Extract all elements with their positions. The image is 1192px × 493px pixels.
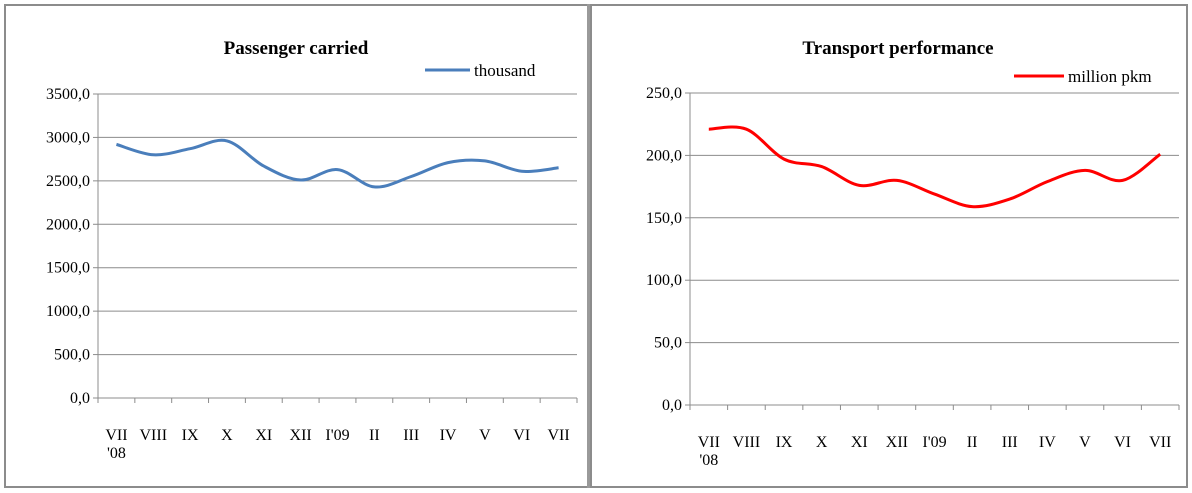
x-tick-label: XI [255, 427, 272, 444]
x-tick-label: XII [290, 427, 312, 444]
x-tick-label: I'09 [325, 427, 349, 444]
x-tick-label: VII [105, 427, 127, 444]
y-tick-label: 0,0 [662, 397, 682, 414]
x-tick-label: XI [851, 434, 868, 451]
x-tick-label: I'09 [922, 434, 946, 451]
chart-title-passengers: Passenger carried [224, 38, 369, 59]
x-tick-label: X [221, 427, 233, 444]
legend-label-passengers: thousand [474, 61, 536, 80]
chart-title-performance: Transport performance [802, 38, 993, 59]
y-tick-label: 3500,0 [46, 86, 90, 103]
plot-area-passengers: 0,0 500,0 1000,0 1500,0 2000,0 2500,0 3000,0 35… [46, 86, 578, 462]
y-tick-label: 0,0 [70, 390, 90, 407]
x-tick-label: IV [440, 427, 457, 444]
x-tick-label: III [403, 427, 419, 444]
x-tick-label: V [479, 427, 491, 444]
x-tick-label: II [369, 427, 380, 444]
x-tick-label: VIII [139, 427, 167, 444]
x-tick-label: IX [776, 434, 793, 451]
panel-divider [587, 4, 591, 488]
y-tick-label: 1000,0 [46, 303, 90, 320]
y-tick-label: 150,0 [646, 210, 682, 227]
x-tick-label: VII [698, 434, 720, 451]
x-tick-label: VIII [733, 434, 761, 451]
x-tick-sublabel: '08 [699, 452, 718, 469]
series-line [708, 125, 1162, 209]
chart-panel-passengers [4, 4, 588, 488]
y-tick-label: 3000,0 [46, 129, 90, 146]
y-tick-label: 2500,0 [46, 173, 90, 190]
x-tick-label: V [1079, 434, 1091, 451]
x-tick-label: X [816, 434, 828, 451]
x-tick-label: XII [886, 434, 908, 451]
y-tick-label: 1500,0 [46, 260, 90, 277]
x-tick-label: VII [547, 427, 569, 444]
x-tick-sublabel: '08 [107, 445, 126, 462]
y-tick-label: 500,0 [54, 347, 90, 364]
x-tick-label: VI [1114, 434, 1131, 451]
y-tick-label: 2000,0 [46, 216, 90, 233]
x-tick-label: VII [1149, 434, 1171, 451]
y-tick-label: 250,0 [646, 85, 682, 102]
x-tick-label: III [1002, 434, 1018, 451]
x-tick-label: IX [182, 427, 199, 444]
series-line [115, 138, 559, 189]
y-tick-label: 50,0 [654, 335, 682, 352]
x-tick-label: II [967, 434, 978, 451]
legend-label-performance: million pkm [1068, 67, 1152, 86]
y-tick-label: 100,0 [646, 272, 682, 289]
x-tick-label: IV [1039, 434, 1056, 451]
x-tick-label: VI [513, 427, 530, 444]
y-tick-label: 200,0 [646, 147, 682, 164]
